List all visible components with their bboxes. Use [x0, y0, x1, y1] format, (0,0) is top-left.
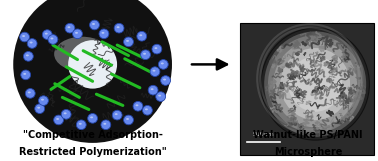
Ellipse shape — [156, 92, 166, 101]
Text: Restricted Polymerization": Restricted Polymerization" — [19, 147, 166, 156]
Ellipse shape — [88, 114, 98, 123]
Ellipse shape — [75, 32, 78, 34]
Ellipse shape — [68, 40, 117, 89]
Ellipse shape — [61, 109, 71, 119]
Ellipse shape — [37, 107, 40, 109]
Ellipse shape — [268, 35, 363, 133]
Ellipse shape — [116, 26, 119, 28]
Ellipse shape — [56, 118, 59, 120]
Ellipse shape — [161, 62, 164, 64]
Ellipse shape — [262, 29, 369, 140]
Ellipse shape — [68, 26, 70, 28]
Ellipse shape — [124, 115, 133, 125]
Ellipse shape — [143, 53, 146, 55]
Ellipse shape — [29, 42, 33, 43]
Ellipse shape — [145, 108, 148, 110]
Ellipse shape — [260, 28, 370, 141]
Ellipse shape — [51, 38, 53, 39]
Ellipse shape — [288, 56, 342, 112]
Ellipse shape — [45, 33, 48, 35]
Ellipse shape — [112, 110, 122, 120]
Ellipse shape — [124, 37, 133, 47]
Ellipse shape — [64, 112, 67, 114]
Ellipse shape — [90, 20, 99, 30]
Text: "Competitive Adsorption-: "Competitive Adsorption- — [23, 130, 163, 140]
Ellipse shape — [73, 29, 82, 39]
Ellipse shape — [143, 105, 152, 115]
Ellipse shape — [264, 31, 366, 137]
Ellipse shape — [21, 70, 31, 80]
Ellipse shape — [139, 34, 142, 36]
Ellipse shape — [155, 47, 157, 49]
Ellipse shape — [163, 79, 166, 80]
Ellipse shape — [23, 73, 26, 75]
Ellipse shape — [114, 23, 124, 33]
Ellipse shape — [161, 76, 170, 85]
Ellipse shape — [79, 123, 82, 125]
Ellipse shape — [90, 116, 93, 118]
Ellipse shape — [273, 41, 357, 127]
Ellipse shape — [133, 101, 143, 111]
Ellipse shape — [28, 91, 31, 93]
Text: Microsphere: Microsphere — [274, 147, 342, 156]
Text: Walnut-like PS/PANI: Walnut-like PS/PANI — [253, 130, 363, 140]
Ellipse shape — [22, 35, 25, 37]
Ellipse shape — [115, 113, 118, 115]
Ellipse shape — [101, 120, 111, 130]
Ellipse shape — [54, 115, 64, 125]
Text: 500nm: 500nm — [253, 132, 274, 137]
Ellipse shape — [148, 85, 158, 95]
Ellipse shape — [41, 99, 44, 101]
Ellipse shape — [27, 39, 37, 48]
Ellipse shape — [39, 96, 48, 105]
Ellipse shape — [152, 44, 162, 54]
Ellipse shape — [126, 40, 129, 42]
Ellipse shape — [26, 54, 29, 56]
Ellipse shape — [137, 31, 147, 41]
Ellipse shape — [150, 67, 160, 76]
Ellipse shape — [23, 52, 33, 61]
Ellipse shape — [65, 23, 75, 33]
Ellipse shape — [48, 35, 58, 44]
Ellipse shape — [141, 50, 150, 60]
Ellipse shape — [76, 120, 86, 130]
Ellipse shape — [150, 88, 153, 90]
Ellipse shape — [158, 95, 161, 97]
Ellipse shape — [135, 104, 138, 106]
Ellipse shape — [35, 104, 45, 114]
Ellipse shape — [92, 23, 95, 25]
Ellipse shape — [280, 48, 350, 120]
Ellipse shape — [54, 37, 110, 71]
Ellipse shape — [101, 32, 104, 34]
Ellipse shape — [99, 29, 109, 39]
Ellipse shape — [158, 60, 168, 69]
Ellipse shape — [152, 70, 155, 72]
Bar — [240, 23, 374, 155]
Ellipse shape — [42, 30, 52, 39]
Ellipse shape — [20, 32, 29, 42]
Ellipse shape — [126, 118, 129, 120]
Ellipse shape — [13, 0, 172, 143]
Ellipse shape — [25, 89, 35, 98]
Ellipse shape — [104, 123, 106, 125]
